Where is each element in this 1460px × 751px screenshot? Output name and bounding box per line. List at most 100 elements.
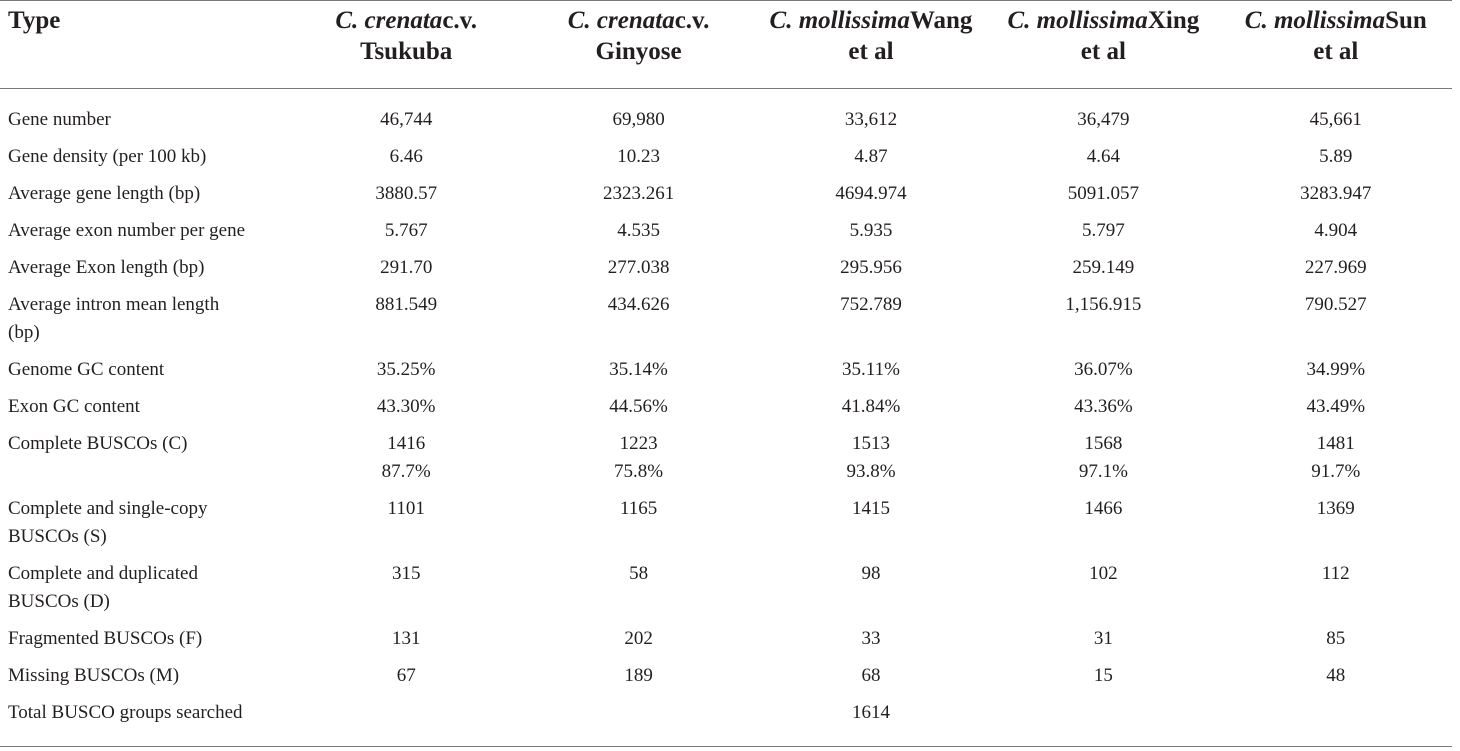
cell-value: 45,661 (1309, 109, 1362, 130)
table-cell: 33,612 (755, 89, 987, 144)
table-cell: 5.935 (755, 217, 987, 254)
cell-value: 881.549 (375, 294, 438, 315)
cell-value: 752.789 (840, 294, 902, 315)
table-row: Average exon number per gene 5.767 4.535 5.… (0, 217, 1452, 254)
cell-value-percent: 93.8% (846, 461, 896, 482)
table-row: Exon GC content 43.30% 44.56% 41.84% 43.36% 4… (0, 393, 1452, 430)
table-cell: 85 (1220, 625, 1452, 662)
table-cell: 1415 (755, 495, 987, 560)
cell-value: 1513 (851, 433, 890, 454)
table-cell (987, 699, 1220, 747)
table-cell: 41.84% (755, 393, 987, 430)
cell-value: 4.64 (1086, 146, 1120, 167)
header-col-5-rest2: et al (1313, 38, 1359, 65)
table-cell: 1481 91.7% (1220, 430, 1452, 495)
cell-value: 85 (1326, 628, 1346, 649)
table-cell: 1568 97.1% (987, 430, 1219, 495)
table-cell: 33 (755, 625, 987, 662)
cell-value: 131 (391, 628, 421, 649)
table-cell: 1513 93.8% (755, 430, 987, 495)
row-label: Average exon number per gene (8, 220, 246, 241)
table-cell: 6.46 (290, 143, 522, 180)
table-cell: 68 (755, 662, 987, 699)
cell-value: 48 (1326, 665, 1346, 686)
table-cell: 10.23 (522, 143, 754, 180)
header-col-3-species: C. mollissima (769, 7, 910, 34)
cell-value: 44.56% (609, 396, 668, 417)
cell-value: 36.07% (1074, 359, 1133, 380)
table-cell (1219, 699, 1452, 747)
table-cell: 3880.57 (290, 180, 522, 217)
table-cell: 4.904 (1220, 217, 1452, 254)
row-label-line: Complete and single-copy (8, 498, 208, 519)
table-row: Total BUSCO groups searched 1614 (0, 699, 1452, 747)
cell-value: 790.527 (1304, 294, 1367, 315)
cell-value: 3880.57 (375, 183, 438, 204)
table-cell: 202 (522, 625, 754, 662)
cell-value: 1568 (1084, 433, 1123, 454)
table-cell: 45,661 (1220, 89, 1452, 144)
table-row: Gene number 46,744 69,980 33,612 36,479 45,66… (0, 89, 1452, 144)
cell-value-percent: 87.7% (381, 461, 431, 482)
row-label: Genome GC content (8, 359, 165, 380)
header-col-4-rest1: Xing (1147, 7, 1200, 34)
cell-value: 1369 (1316, 498, 1355, 519)
table-cell: 131 (290, 625, 522, 662)
table-cell: 4.87 (755, 143, 987, 180)
table-cell: 67 (290, 662, 522, 699)
cell-value-percent: 75.8% (614, 461, 664, 482)
cell-value: 1101 (387, 498, 425, 519)
table-body: Gene number 46,744 69,980 33,612 36,479 45,66… (0, 89, 1452, 747)
cell-value: 315 (391, 563, 421, 584)
header-col-1-rest2: Tsukuba (360, 38, 453, 65)
cell-value: 46,744 (380, 109, 433, 130)
cell-value: 33 (861, 628, 881, 649)
table-cell: 36.07% (987, 356, 1219, 393)
table-cell: 69,980 (522, 89, 754, 144)
table-row: Genome GC content 35.25% 35.14% 35.11% 36.07… (0, 356, 1452, 393)
cell-value: 112 (1321, 563, 1350, 584)
cell-value: 4.87 (854, 146, 888, 167)
table-cell: 35.25% (290, 356, 522, 393)
cell-value: 202 (624, 628, 653, 649)
table-row: Average Exon length (bp) 291.70 277.038 295… (0, 254, 1452, 291)
table-cell: 277.038 (522, 254, 754, 291)
cell-value: 227.969 (1304, 257, 1367, 278)
table-cell (290, 699, 523, 747)
cell-value: 31 (1093, 628, 1113, 649)
cell-value: 98 (861, 563, 881, 584)
header-col-3: C. mollissimaWang et al (754, 0, 988, 89)
table-cell: 1223 75.8% (522, 430, 754, 495)
cell-value: 35.11% (842, 359, 900, 380)
table-cell: 43.30% (290, 393, 522, 430)
table-cell: 4.64 (987, 143, 1219, 180)
row-label: Complete and single-copy BUSCOs (S) (0, 495, 290, 560)
row-label: Average Exon length (bp) (8, 257, 205, 278)
header-row: Type C. crenatac.v. Tsukuba C. crenatac.… (0, 0, 1452, 89)
table-cell: 3283.947 (1220, 180, 1452, 217)
table-cell: 4694.974 (755, 180, 987, 217)
cell-value-percent: 97.1% (1078, 461, 1128, 482)
table-cell: 881.549 (290, 291, 522, 356)
table-cell: 434.626 (522, 291, 754, 356)
table-cell: 295.956 (755, 254, 987, 291)
cell-value: 5.797 (1081, 220, 1125, 241)
row-label-line: BUSCOs (D) (8, 591, 110, 612)
table-cell: 1369 (1220, 495, 1452, 560)
table-cell: 1614 (754, 699, 988, 747)
table-header: Type C. crenatac.v. Tsukuba C. crenatac.… (0, 0, 1452, 89)
header-col-2-species: C. crenata (567, 7, 675, 34)
table-cell: 1466 (987, 495, 1219, 560)
table-cell: 46,744 (290, 89, 522, 144)
table-cell: 44.56% (522, 393, 754, 430)
row-label: Fragmented BUSCOs (F) (8, 628, 203, 649)
cell-value: 277.038 (607, 257, 670, 278)
table-cell: 315 (290, 560, 522, 625)
table-row: Average intron mean length (bp) 881.549 434… (0, 291, 1452, 356)
row-label: Average intron mean length (bp) (0, 291, 290, 356)
cell-value: 189 (624, 665, 653, 686)
table-cell: 98 (755, 560, 987, 625)
row-label: Complete and duplicated BUSCOs (D) (0, 560, 290, 625)
table-cell: 112 (1220, 560, 1452, 625)
